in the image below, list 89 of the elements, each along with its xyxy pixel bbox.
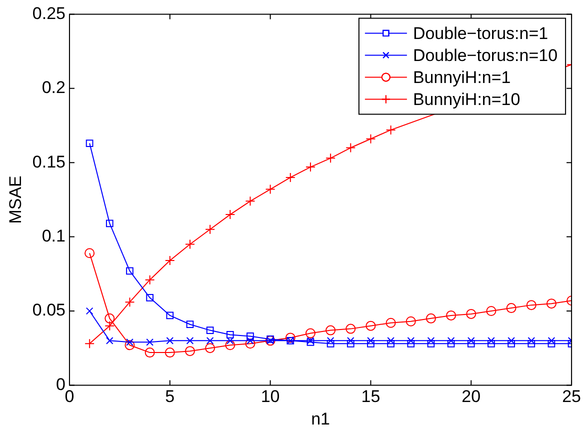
point bbox=[126, 338, 134, 346]
point bbox=[104, 320, 115, 331]
point bbox=[265, 184, 276, 194]
legend-label: Double−torus:n=1 bbox=[412, 24, 548, 43]
point bbox=[528, 340, 536, 348]
legend-label: BunnyiH:n=1 bbox=[412, 68, 511, 87]
point bbox=[406, 316, 416, 326]
point bbox=[144, 274, 155, 285]
point bbox=[466, 308, 476, 319]
point bbox=[346, 337, 354, 344]
point bbox=[446, 310, 456, 320]
point bbox=[206, 337, 214, 344]
legend-label: Double−torus:n=10 bbox=[412, 46, 558, 65]
y-tick-label: 0.05 bbox=[32, 300, 66, 320]
point bbox=[526, 300, 536, 310]
point bbox=[86, 307, 94, 315]
y-axis-title: MSAE bbox=[6, 176, 25, 224]
point bbox=[104, 313, 115, 324]
point bbox=[427, 340, 435, 348]
point bbox=[205, 224, 216, 234]
point bbox=[407, 340, 415, 348]
point bbox=[426, 313, 436, 324]
point bbox=[467, 337, 475, 344]
point bbox=[386, 318, 396, 328]
y-tick-label: 0 bbox=[56, 374, 66, 394]
point bbox=[488, 337, 495, 344]
point bbox=[346, 324, 356, 334]
point bbox=[508, 337, 515, 344]
point bbox=[528, 337, 536, 344]
point bbox=[346, 340, 354, 348]
point bbox=[467, 340, 475, 348]
point bbox=[84, 248, 95, 258]
point bbox=[407, 337, 415, 344]
point bbox=[246, 337, 254, 344]
x-axis-title: n1 bbox=[311, 409, 330, 428]
y-tick-label: 0.25 bbox=[32, 4, 66, 23]
point bbox=[146, 294, 154, 302]
x-tick-label: 20 bbox=[462, 387, 481, 406]
point bbox=[225, 340, 236, 350]
point bbox=[166, 337, 174, 344]
point bbox=[488, 340, 495, 348]
point bbox=[367, 340, 374, 348]
point bbox=[326, 340, 334, 348]
y-tick-label: 0.15 bbox=[32, 152, 66, 172]
point bbox=[124, 297, 135, 308]
point bbox=[246, 332, 254, 340]
x-tick-label: 15 bbox=[361, 387, 380, 406]
point bbox=[506, 303, 516, 314]
point bbox=[447, 340, 455, 348]
point bbox=[326, 325, 336, 336]
point bbox=[226, 331, 234, 338]
point bbox=[164, 348, 175, 358]
point bbox=[285, 332, 296, 343]
point bbox=[166, 312, 174, 320]
point bbox=[126, 267, 134, 275]
legend-label: BunnyiH:n=10 bbox=[412, 90, 520, 109]
point bbox=[305, 328, 316, 338]
point bbox=[245, 338, 256, 349]
point bbox=[184, 346, 195, 356]
point bbox=[326, 153, 336, 164]
x-tick-label: 25 bbox=[562, 387, 582, 406]
point bbox=[106, 220, 114, 228]
point bbox=[86, 140, 94, 147]
point bbox=[387, 340, 394, 348]
point bbox=[346, 142, 356, 153]
point bbox=[508, 340, 515, 348]
point bbox=[124, 340, 135, 350]
point bbox=[186, 337, 194, 344]
point bbox=[387, 337, 394, 344]
x-tick-label: 10 bbox=[260, 387, 280, 406]
y-tick-label: 0.2 bbox=[42, 78, 66, 98]
y-tick-label: 0.1 bbox=[42, 226, 66, 246]
point bbox=[146, 338, 154, 346]
point bbox=[546, 298, 556, 309]
point bbox=[186, 320, 194, 328]
point bbox=[84, 338, 95, 349]
point bbox=[226, 337, 234, 344]
point bbox=[367, 337, 374, 344]
point bbox=[486, 306, 496, 316]
point bbox=[144, 348, 155, 358]
x-tick-label: 5 bbox=[165, 387, 175, 406]
point bbox=[205, 343, 216, 354]
point bbox=[548, 340, 556, 348]
point bbox=[106, 337, 114, 344]
point bbox=[366, 320, 376, 331]
point bbox=[245, 196, 256, 206]
point bbox=[184, 239, 195, 250]
point bbox=[206, 326, 214, 334]
point bbox=[366, 134, 376, 144]
